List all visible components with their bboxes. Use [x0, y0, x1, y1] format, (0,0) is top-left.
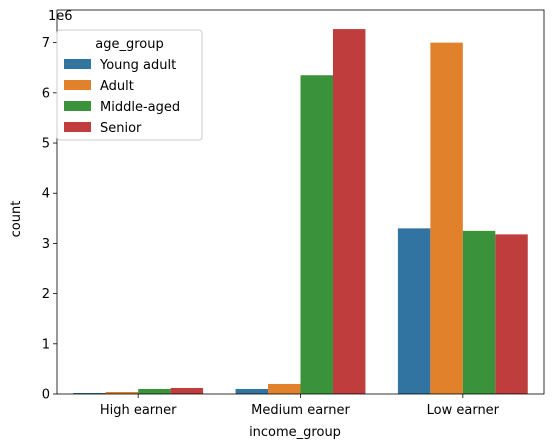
x-tick-label: High earner — [100, 403, 177, 418]
x-tick-label: Low earner — [427, 403, 500, 418]
y-tick-label: 3 — [42, 237, 50, 252]
bar-young-adult-medium-earner — [235, 388, 269, 394]
y-tick-label: 7 — [42, 36, 50, 51]
legend-swatch — [64, 101, 91, 111]
legend-label: Senior — [100, 121, 142, 136]
legend-label: Middle-aged — [100, 100, 180, 115]
bars-layer — [73, 29, 528, 394]
x-axis-title: income_group — [249, 425, 341, 440]
legend: age_group Young adult Adult Middle-aged Seni… — [56, 29, 203, 141]
bar-adult-low-earner — [430, 42, 463, 394]
y-tick-label: 1 — [42, 337, 50, 352]
legend-swatch — [64, 122, 91, 132]
y-tick-label: 6 — [42, 86, 50, 101]
legend-box — [56, 29, 203, 141]
legend-title: age_group — [95, 37, 163, 52]
legend-swatch — [64, 80, 91, 90]
y-tick-label: 5 — [42, 137, 50, 152]
bar-senior-medium-earner — [332, 29, 366, 394]
bar-middle-aged-medium-earner — [300, 75, 333, 394]
bar-middle-aged-low-earner — [462, 230, 496, 394]
x-tick-label: Medium earner — [251, 403, 350, 418]
bar-senior-low-earner — [495, 234, 528, 394]
y-tick-label: 2 — [42, 287, 50, 302]
y-axis-title: count — [9, 201, 24, 238]
bar-young-adult-high-earner — [73, 393, 106, 394]
bar-young-adult-low-earner — [397, 228, 431, 394]
axes-layer: 0 1 2 3 4 5 6 7 High earner Medium earner Low earn… — [42, 9, 545, 418]
bar-adult-high-earner — [105, 391, 139, 394]
y-tick-label: 0 — [42, 388, 50, 403]
bar-middle-aged-high-earner — [138, 388, 171, 394]
y-offset-text: 1e6 — [48, 9, 73, 24]
bar-adult-medium-earner — [268, 383, 301, 394]
y-tick-label: 4 — [42, 187, 50, 202]
legend-label: Adult — [100, 79, 134, 94]
bar-senior-high-earner — [170, 387, 204, 394]
legend-label: Young adult — [99, 58, 176, 73]
legend-swatch — [64, 59, 91, 69]
